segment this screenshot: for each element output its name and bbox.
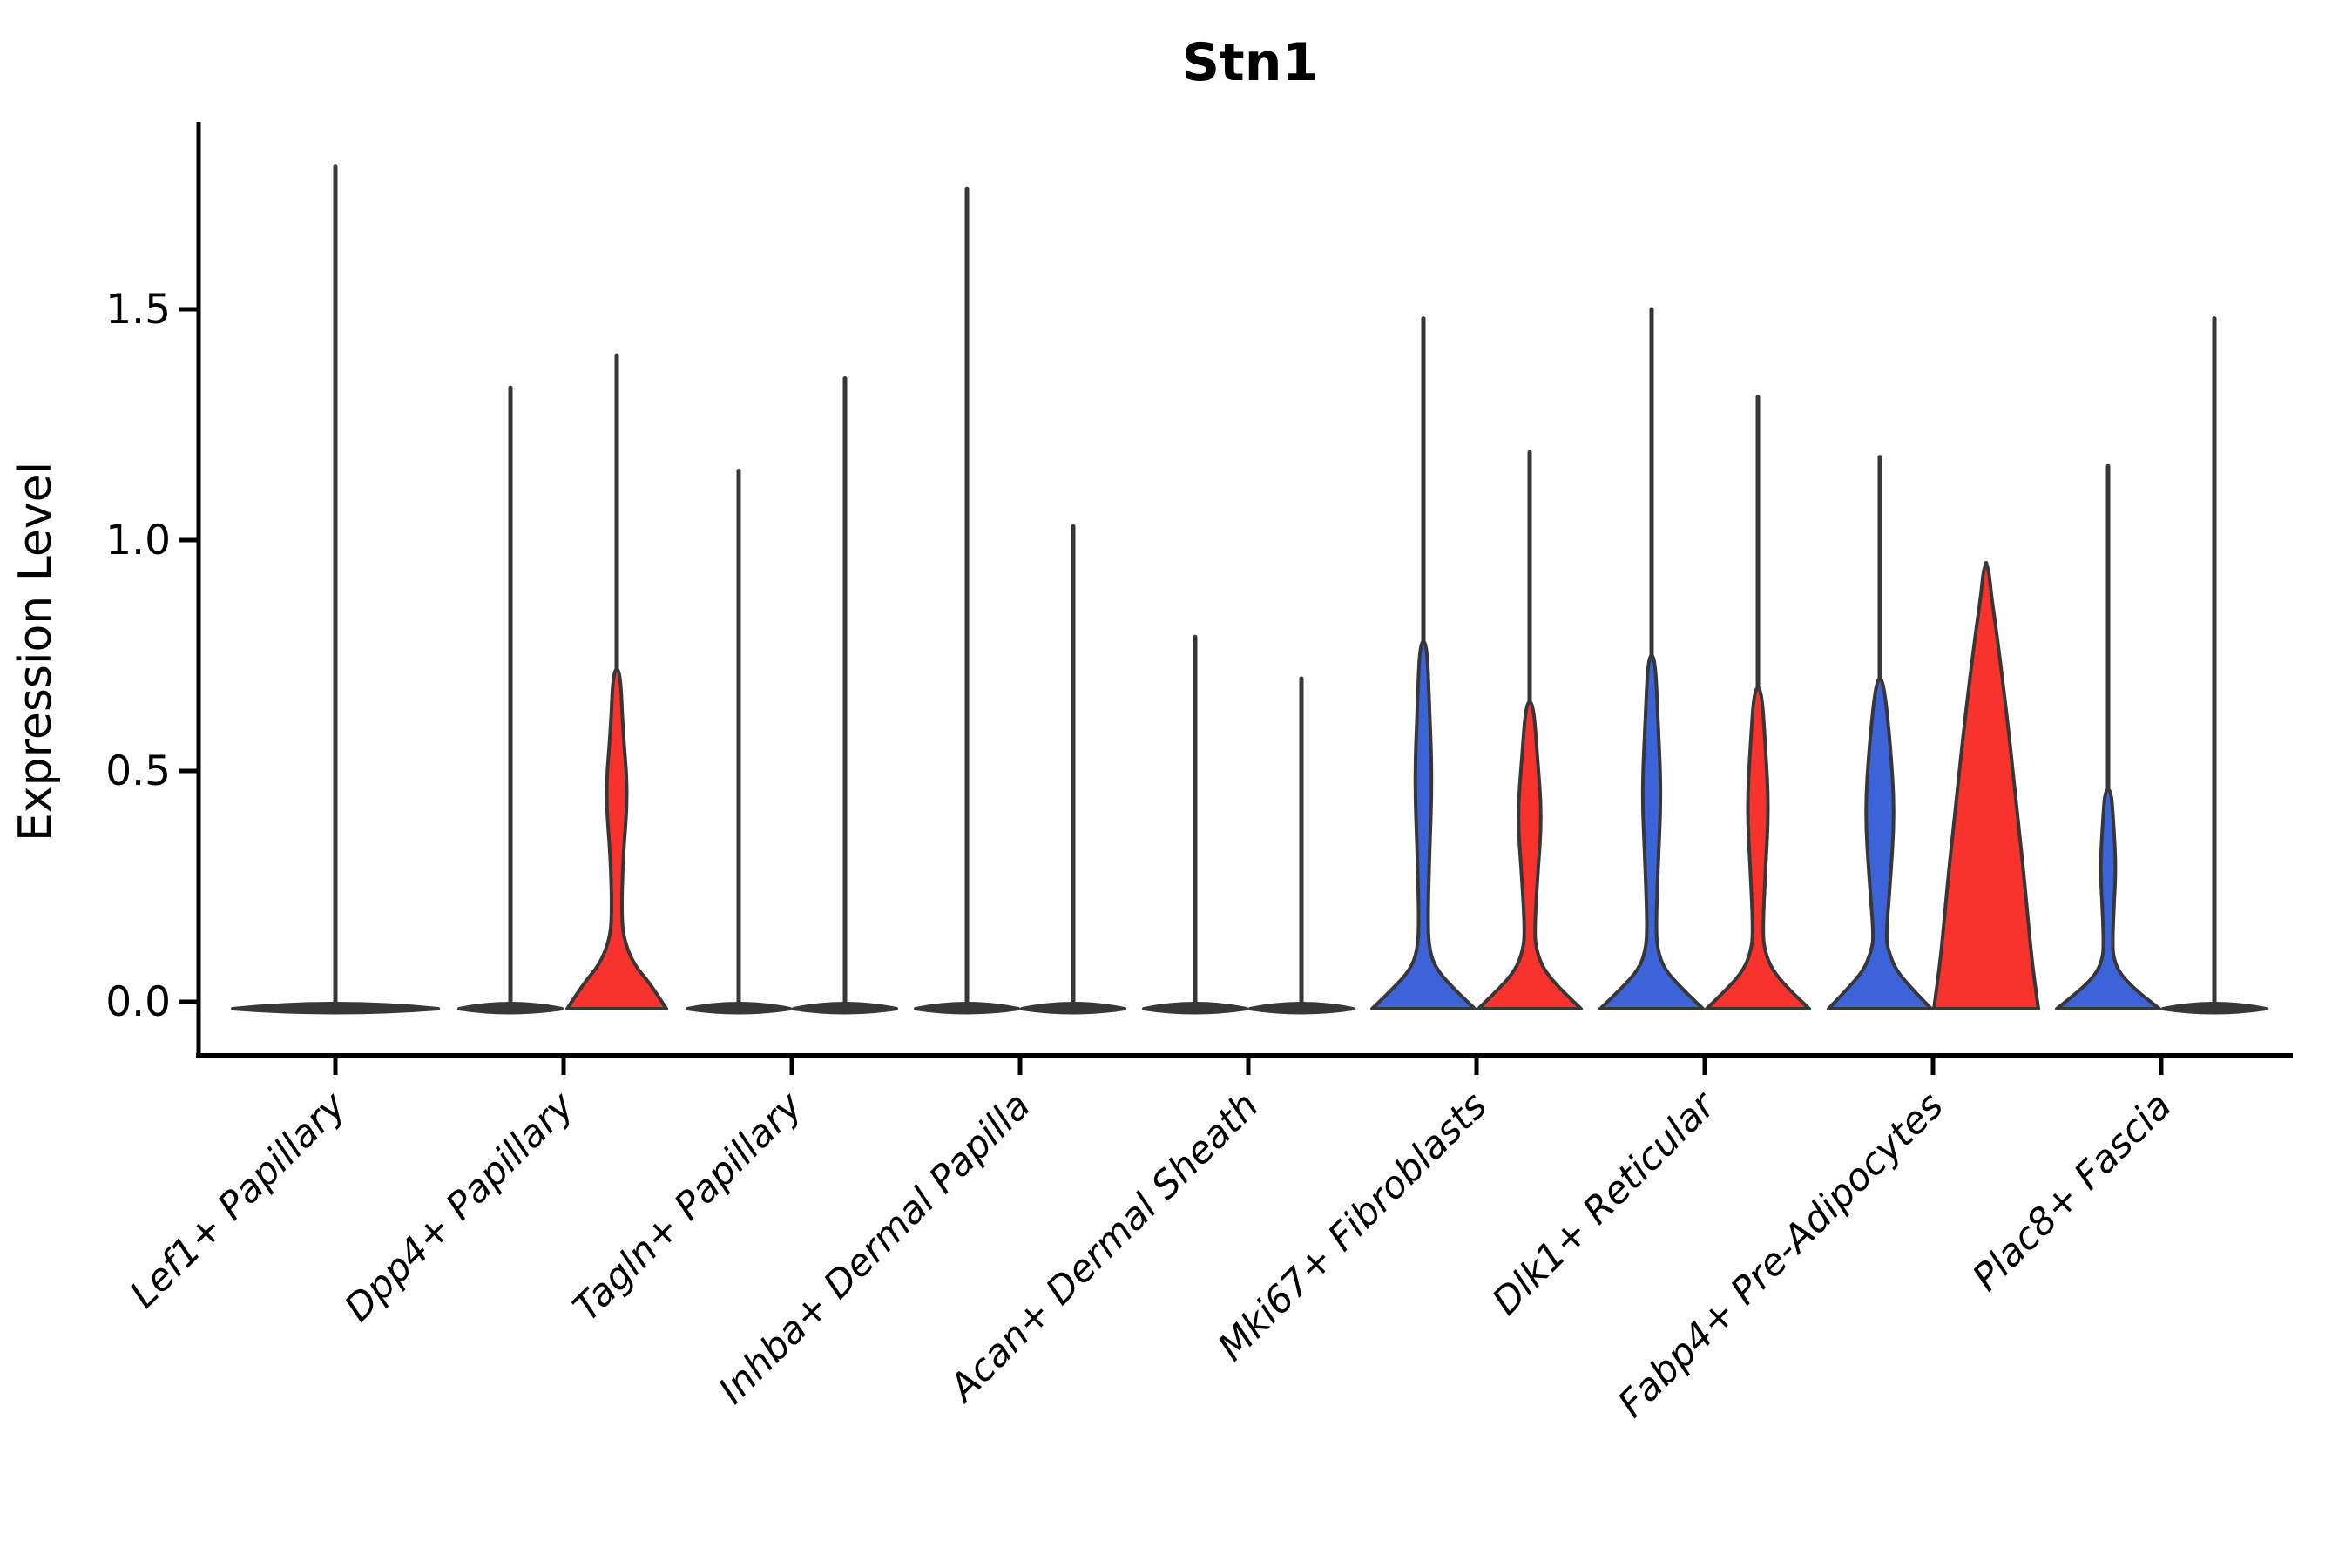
violin-Plac8+ Fascia-left bbox=[2055, 463, 2161, 1010]
violin-shape bbox=[231, 1002, 440, 1015]
violin-shape bbox=[1370, 639, 1477, 1010]
violin-Fabp4+ Pre-Adipocytes-right bbox=[1932, 561, 2040, 1010]
x-category-label: Dpp4+ Papillary bbox=[336, 1084, 583, 1330]
x-category-label: Tagln+ Papillary bbox=[565, 1084, 812, 1330]
violin-Dlk1+ Reticular-left bbox=[1598, 307, 1705, 1010]
violin-shape bbox=[457, 1002, 564, 1015]
violin-shape bbox=[1020, 1002, 1126, 1015]
y-axis-label: Expression Level bbox=[10, 462, 62, 841]
violin-shape bbox=[1932, 564, 2040, 1010]
violin-Tagln+ Papillary-left bbox=[686, 469, 792, 1015]
y-tick-label: 1.5 bbox=[105, 286, 171, 334]
violin-Tagln+ Papillary-right bbox=[792, 376, 898, 1015]
violin-shape bbox=[1248, 1002, 1355, 1015]
violin-Dpp4+ Papillary-left bbox=[457, 385, 564, 1015]
violin-shape bbox=[686, 1002, 792, 1015]
violin-Mki67+ Fibroblasts-right bbox=[1477, 449, 1583, 1010]
y-ticks-layer: 0.0 0.5 1.0 1.5 bbox=[105, 286, 199, 1026]
violin-Fabp4+ Pre-Adipocytes-left bbox=[1827, 455, 1933, 1010]
violin-shape bbox=[914, 1002, 1020, 1015]
violin-Inhba+ Dermal Papilla-left bbox=[914, 186, 1020, 1015]
violin-shape bbox=[1598, 653, 1705, 1010]
violin-Acan+ Dermal Sheath-left bbox=[1142, 634, 1248, 1015]
y-tick-label: 0.0 bbox=[105, 978, 171, 1026]
x-category-label: Dlk1+ Reticular bbox=[1484, 1083, 1726, 1324]
violin-Dlk1+ Reticular-right bbox=[1705, 395, 1811, 1010]
violin-Plac8+ Fascia-right bbox=[2161, 316, 2268, 1015]
x-category-label: Lef1+ Papillary bbox=[122, 1084, 355, 1316]
violin-shape bbox=[565, 667, 668, 1010]
violin-shape bbox=[1477, 700, 1583, 1010]
y-tick-label: 1.0 bbox=[105, 517, 171, 564]
violin-shape bbox=[792, 1002, 898, 1015]
violins-layer bbox=[231, 164, 2268, 1015]
violin-shape bbox=[1827, 677, 1933, 1010]
violin-Acan+ Dermal Sheath-right bbox=[1248, 676, 1355, 1015]
violin-shape bbox=[1705, 686, 1811, 1010]
violin-shape bbox=[2161, 1002, 2268, 1015]
violin-shape bbox=[2055, 787, 2161, 1010]
x-category-label: Plac8+ Fascia bbox=[1964, 1084, 2180, 1300]
y-tick-label: 0.5 bbox=[105, 747, 171, 795]
violin-Mki67+ Fibroblasts-left bbox=[1370, 316, 1477, 1010]
violin-Dpp4+ Papillary-right bbox=[565, 353, 668, 1010]
chart-title: Stn1 bbox=[1182, 32, 1318, 93]
violin-Lef1+ Papillary-single bbox=[231, 164, 440, 1015]
violin-shape bbox=[1142, 1002, 1248, 1015]
violin-Inhba+ Dermal Papilla-right bbox=[1020, 524, 1126, 1015]
